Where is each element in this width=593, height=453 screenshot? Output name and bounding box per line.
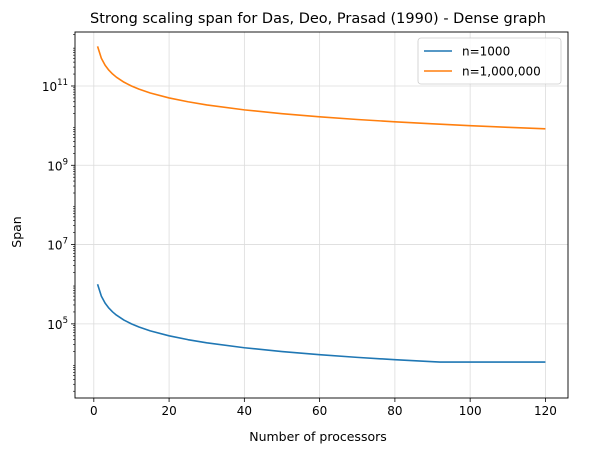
y-tick-label: 105 [47,316,68,332]
y-tick-label: 1011 [42,78,68,94]
legend-box [417,37,562,85]
series-line-1 [96,283,546,363]
x-tick-label: 60 [312,404,327,418]
y-axis-label: Span [9,216,24,247]
y-tick-base: 10 [47,159,62,173]
series-line-2 [96,46,546,130]
y-tick-base: 10 [47,239,62,253]
y-tick-exponent: 5 [63,316,68,326]
y-tick-label: 109 [47,157,68,173]
y-tick-exponent: 7 [63,237,68,247]
x-tick-label: 40 [237,404,252,418]
x-axis-label: Number of processors [249,429,387,444]
x-tick-label: 20 [161,404,176,418]
chart-title: Strong scaling span for Das, Deo, Prasad… [90,11,546,27]
legend-label: n=1,000,000 [462,65,541,79]
legend-label: n=1000 [462,45,510,59]
grid [75,32,568,398]
y-tick-label: 107 [47,237,68,253]
series-layer [96,46,546,363]
y-tick-exponent: 11 [57,78,68,88]
x-tick-label: 80 [387,404,402,418]
y-tick-exponent: 9 [63,157,68,167]
y-tick-base: 10 [42,80,57,94]
legend: n=1000 n=1,000,000 [417,37,562,85]
x-axis: 0 20 40 60 80 100 120 [90,398,557,418]
x-tick-label: 0 [90,404,98,418]
y-tick-base: 10 [47,318,62,332]
x-tick-label: 100 [459,404,482,418]
axes-frame [74,31,569,399]
x-tick-label: 120 [534,404,557,418]
